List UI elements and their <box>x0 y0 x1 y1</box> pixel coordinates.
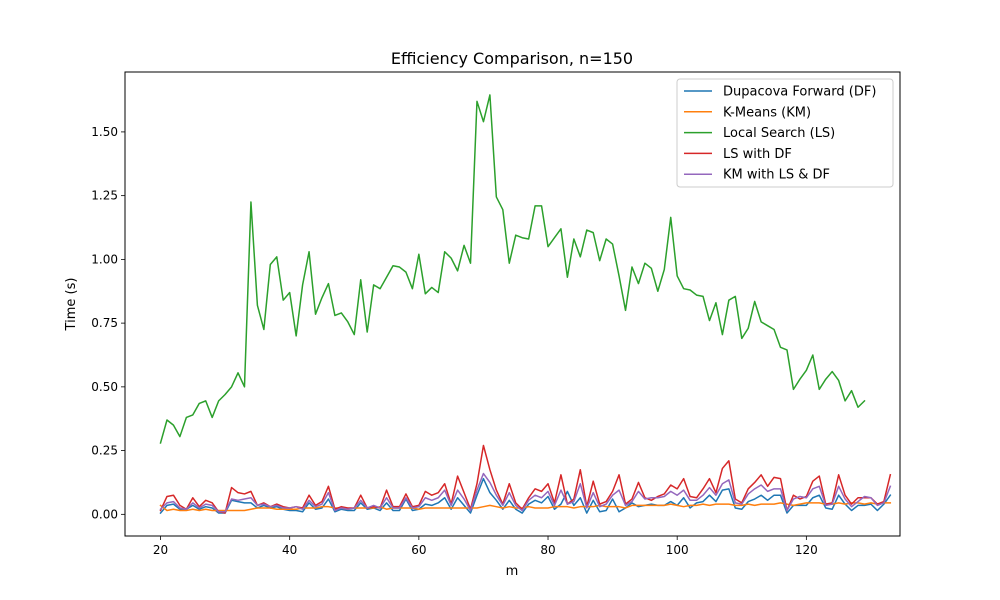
x-axis-label: m <box>506 564 519 579</box>
y-axis: 0.00 0.25 0.50 0.75 1.00 1.25 1.50 <box>91 125 125 521</box>
y-tick-label: 0.50 <box>91 380 118 394</box>
y-tick-label: 0.00 <box>91 507 118 521</box>
series-line-3 <box>159 444 892 514</box>
plot-lines <box>159 94 892 515</box>
x-tick-label: 20 <box>153 543 168 557</box>
series-line-4 <box>159 472 892 513</box>
y-tick-label: 0.25 <box>91 444 118 458</box>
y-tick-label: 1.25 <box>91 189 118 203</box>
y-tick-label: 1.00 <box>91 252 118 266</box>
x-tick-label: 80 <box>540 543 555 557</box>
legend-label-3: LS with DF <box>723 147 792 162</box>
legend-box <box>676 78 894 188</box>
legend-label-4: KM with LS & DF <box>723 168 830 183</box>
chart-title: Efficiency Comparison, n=150 <box>391 49 633 68</box>
x-tick-label: 100 <box>666 543 689 557</box>
y-tick-label: 1.50 <box>91 125 118 139</box>
series-line-2 <box>159 94 866 444</box>
series-line-1 <box>159 502 892 512</box>
legend: Dupacova Forward (DF) K-Means (KM) Local S… <box>676 78 894 188</box>
x-tick-label: 40 <box>282 543 297 557</box>
x-axis: 20 40 60 80 100 120 <box>153 536 818 557</box>
y-tick-label: 0.75 <box>91 316 118 330</box>
x-tick-label: 60 <box>411 543 426 557</box>
legend-label-1: K-Means (KM) <box>723 105 811 120</box>
plot-frame <box>124 71 901 537</box>
legend-label-0: Dupacova Forward (DF) <box>723 85 876 100</box>
legend-label-2: Local Search (LS) <box>723 126 835 141</box>
x-tick-label: 120 <box>795 543 818 557</box>
y-axis-label: Time (s) <box>64 278 79 332</box>
